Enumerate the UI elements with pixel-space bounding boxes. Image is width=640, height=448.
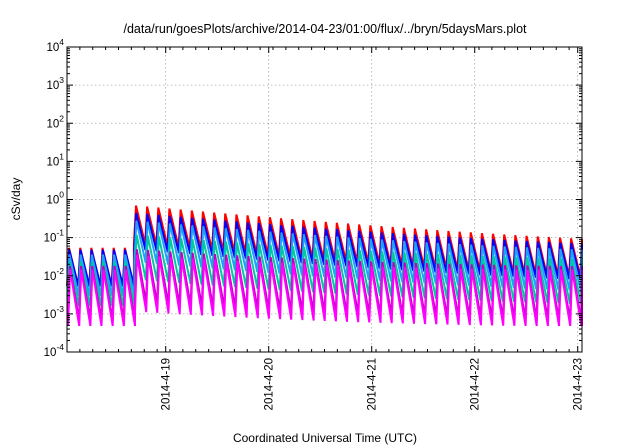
y-tick-label: 100 <box>46 190 64 207</box>
y-tick-label: 10-1 <box>44 228 65 245</box>
series-line-6 <box>67 255 583 327</box>
data-series <box>66 205 583 327</box>
y-tick-label: 104 <box>46 37 64 54</box>
x-tick-label: 2014-4-19 <box>161 358 173 410</box>
x-tick-label: 2014-4-20 <box>264 358 276 410</box>
x-tick-label: 2014-4-21 <box>367 358 379 410</box>
x-axis-label: Coordinated Universal Time (UTC) <box>233 431 417 445</box>
x-tick-label: 2014-4-23 <box>573 358 585 410</box>
y-tick-label: 10-3 <box>44 304 65 321</box>
axis-ticks: 10-4 10-3 10-2 10-1 100 101 102 103 104 2014-4-19… <box>44 37 585 410</box>
y-tick-label: 103 <box>46 75 64 92</box>
chart-title: /data/run/goesPlots/archive/2014-04-23/0… <box>123 22 527 36</box>
y-tick-label: 101 <box>46 151 64 168</box>
y-axis-label: cSv/day <box>9 178 23 221</box>
y-tick-label: 10-2 <box>44 266 65 283</box>
y-tick-label: 102 <box>46 113 64 130</box>
y-tick-label: 10-4 <box>44 342 65 359</box>
x-tick-label: 2014-4-22 <box>470 358 482 410</box>
